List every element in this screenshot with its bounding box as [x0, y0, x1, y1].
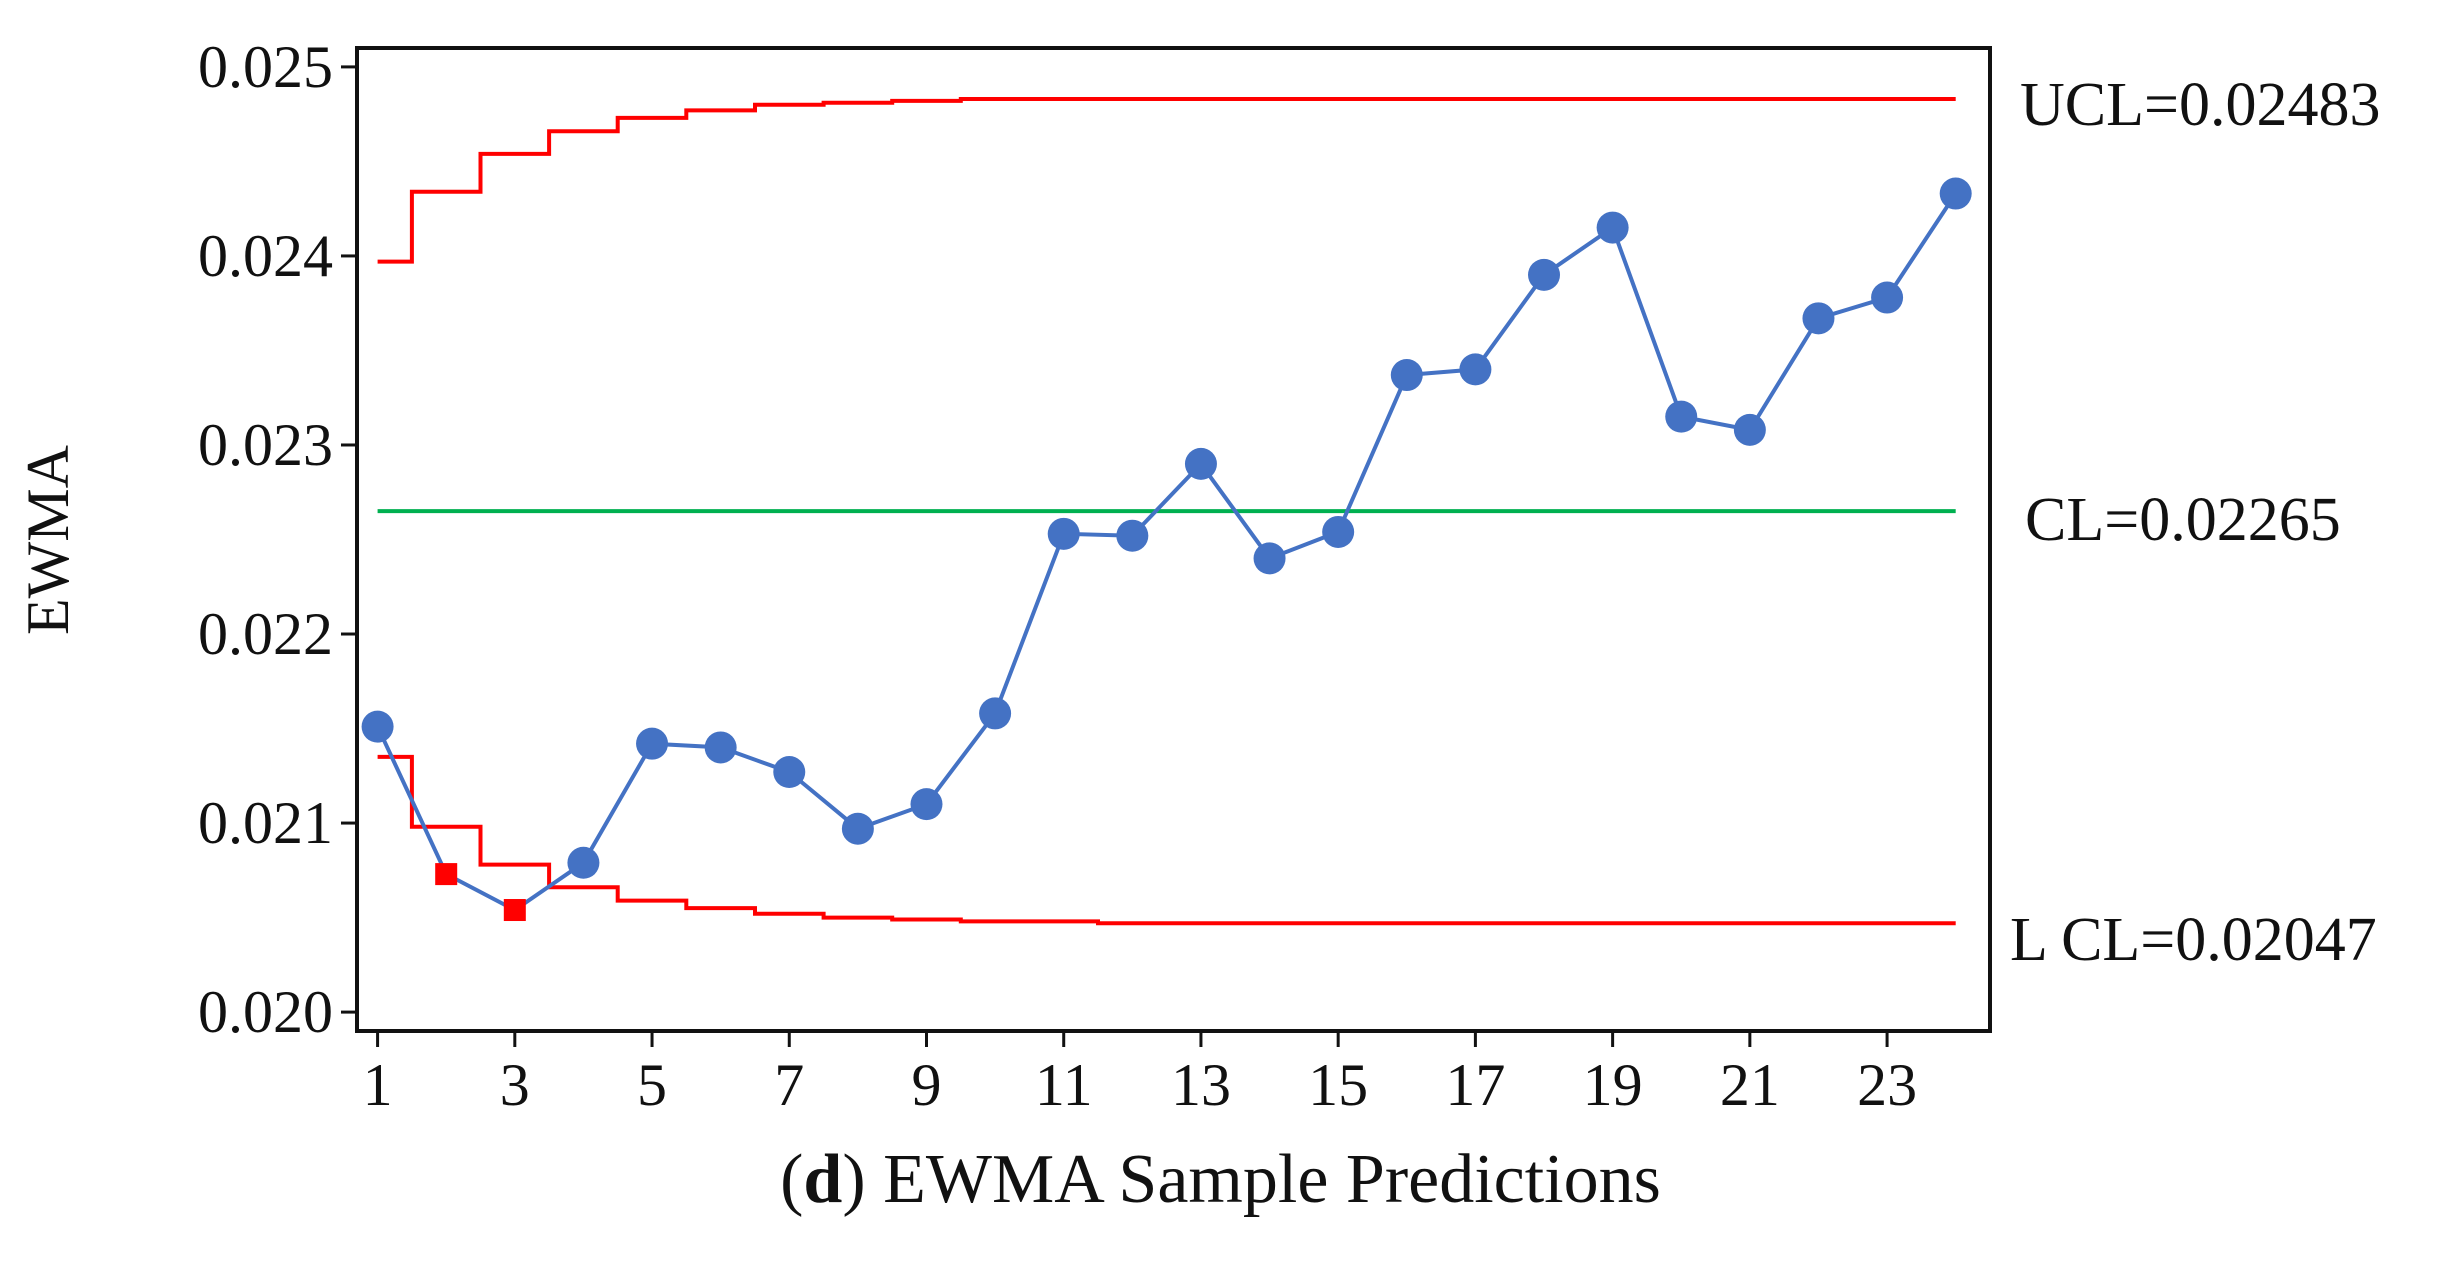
- ewma-series-layer: [361, 177, 1972, 922]
- x-tick-label: 17: [1445, 1052, 1505, 1118]
- y-tick-label: 0.025: [198, 34, 333, 100]
- cl-label: CL=0.02265: [2025, 486, 2341, 554]
- x-tick-label: 9: [911, 1052, 941, 1118]
- y-tick-label: 0.021: [198, 790, 333, 856]
- ucl-label: UCL=0.02483: [2020, 71, 2380, 139]
- caption-panel-letter: d: [803, 1141, 843, 1218]
- plot-frame: [355, 46, 1992, 1033]
- y-tick-label: 0.022: [198, 601, 333, 667]
- y-axis-title: EWMA: [15, 445, 81, 635]
- ewma-point: [636, 727, 669, 760]
- ewma-point: [979, 697, 1012, 730]
- ewma-point: [841, 812, 874, 845]
- ewma-point: [773, 756, 806, 789]
- caption-close-paren: ): [842, 1141, 866, 1218]
- ewma-point: [1528, 258, 1561, 291]
- ewma-point: [361, 710, 394, 743]
- ewma-point: [1939, 177, 1972, 210]
- ewma-point: [1459, 353, 1492, 386]
- ewma-point: [1733, 413, 1766, 446]
- x-tick-label: 21: [1720, 1052, 1780, 1118]
- ewma-point: [1184, 447, 1217, 480]
- ewma-point-out-of-control: [503, 899, 526, 922]
- control-limits-layer: [377, 97, 1956, 926]
- y-tick-label: 0.023: [198, 412, 333, 478]
- ewma-point: [704, 731, 737, 764]
- lcl-label: L CL=0.02047: [2010, 906, 2377, 974]
- x-tick-label: 13: [1171, 1052, 1231, 1118]
- x-tick-label: 1: [363, 1052, 393, 1118]
- ewma-point: [910, 788, 943, 821]
- ewma-point: [1322, 515, 1355, 548]
- axes-layer: 1 3 5 7 9 11 13 15 17 19 21 230.0200.0210.0220.0230…: [198, 34, 1917, 1118]
- x-tick-label: 5: [637, 1052, 667, 1118]
- ewma-point: [1596, 211, 1629, 244]
- ewma-point: [1116, 519, 1149, 552]
- ewma-point: [567, 846, 600, 879]
- ucl-line: [377, 97, 1956, 264]
- figure-caption: (d) EWMA Sample Predictions: [0, 1145, 2441, 1215]
- lcl-line: [377, 754, 1956, 926]
- x-tick-label: 23: [1857, 1052, 1917, 1118]
- ewma-point: [1802, 302, 1835, 335]
- caption-open-paren: (: [780, 1141, 804, 1218]
- x-tick-label: 3: [500, 1052, 530, 1118]
- y-tick-label: 0.020: [198, 979, 333, 1045]
- ewma-point-out-of-control: [435, 863, 458, 886]
- ewma-point: [1665, 400, 1698, 433]
- x-tick-label: 11: [1035, 1052, 1093, 1118]
- caption-text: EWMA Sample Predictions: [865, 1141, 1661, 1218]
- x-tick-label: 7: [774, 1052, 804, 1118]
- x-tick-label: 19: [1583, 1052, 1643, 1118]
- x-tick-label: 15: [1308, 1052, 1368, 1118]
- ewma-point: [1390, 359, 1423, 392]
- ewma-point: [1047, 517, 1080, 550]
- ewma-point: [1253, 542, 1286, 575]
- y-tick-label: 0.024: [198, 223, 333, 289]
- ewma-point: [1871, 281, 1904, 314]
- ewma-series-line: [375, 192, 1958, 913]
